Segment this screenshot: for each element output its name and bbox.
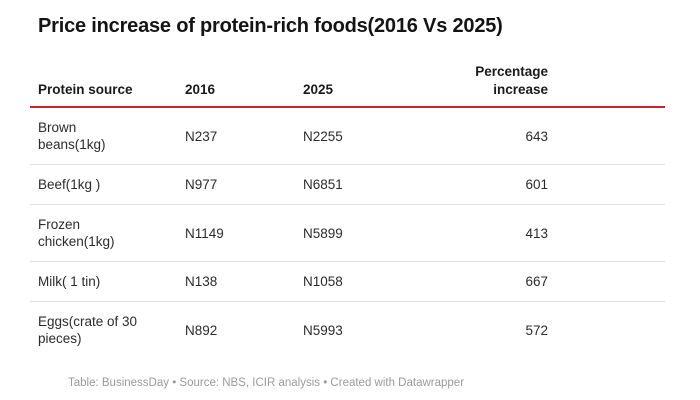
table-row-brown-beans: Brown beans(1kg) N237 N2255 643 xyxy=(30,107,665,165)
table-row-frozen-chicken: Frozen chicken(1kg) N1149 N5899 413 xyxy=(30,204,665,262)
cell-price-2025: N6851 xyxy=(303,164,455,205)
table-row-beef: Beef(1kg ) N977 N6851 601 xyxy=(30,164,665,205)
cell-percentage-increase: 572 xyxy=(525,322,548,338)
protein-source-label: Brown beans(1kg) xyxy=(38,120,106,152)
cell-price-2016: N892 xyxy=(185,322,218,338)
cell-percentage-increase: 643 xyxy=(455,107,665,165)
table-header: Protein source 2016 2025 Percentage incr… xyxy=(30,63,665,108)
header-row: Protein source 2016 2025 Percentage incr… xyxy=(30,63,665,108)
table-body: Brown beans(1kg) N237 N2255 643 Beef(1kg… xyxy=(30,107,665,358)
cell-percentage-increase: 601 xyxy=(455,164,665,205)
cell-protein-source: Frozen chicken(1kg) xyxy=(30,204,185,262)
cell-price-2016: N138 xyxy=(185,261,303,302)
table-row-eggs: Eggs(crate of 30 pieces) N892 N5993 572 xyxy=(30,302,665,359)
cell-price-2025: N2255 xyxy=(303,107,455,165)
table-row-milk: Milk( 1 tin) N138 N1058 667 xyxy=(30,261,665,302)
protein-source-label: Frozen chicken(1kg) xyxy=(38,217,115,249)
cell-percentage-increase: 413 xyxy=(455,204,665,262)
cell-price-2025: N5993 xyxy=(303,322,343,338)
cell-protein-source: Milk( 1 tin) xyxy=(30,261,185,302)
protein-source-label: Beef(1kg ) xyxy=(38,177,101,192)
column-header-protein-source: Protein source xyxy=(30,63,185,108)
cell-price-2016: N1149 xyxy=(185,204,303,262)
cell-price-2025: N1058 xyxy=(303,261,455,302)
attribution: Table: BusinessDay • Source: NBS, ICIR a… xyxy=(68,377,465,389)
column-header-2016: 2016 xyxy=(185,63,303,108)
cell-price-2025: N5899 xyxy=(303,204,455,262)
cell-protein-source: Eggs(crate of 30 pieces) xyxy=(30,302,185,359)
protein-source-label: Milk( 1 tin) xyxy=(38,274,101,289)
price-table: Protein source 2016 2025 Percentage incr… xyxy=(30,63,665,358)
chart-title: Price increase of protein-rich foods(201… xyxy=(38,15,503,37)
column-header-percentage-increase: Percentage increase xyxy=(455,63,665,108)
protein-source-label: Eggs(crate of 30 pieces) xyxy=(38,314,138,346)
cell-percentage-increase: 667 xyxy=(455,261,665,302)
cell-price-2016: N237 xyxy=(185,107,303,165)
cell-protein-source: Beef(1kg ) xyxy=(30,164,185,205)
cell-price-2016: N977 xyxy=(185,164,303,205)
cell-protein-source: Brown beans(1kg) xyxy=(30,107,185,165)
column-header-2025: 2025 xyxy=(303,63,455,108)
